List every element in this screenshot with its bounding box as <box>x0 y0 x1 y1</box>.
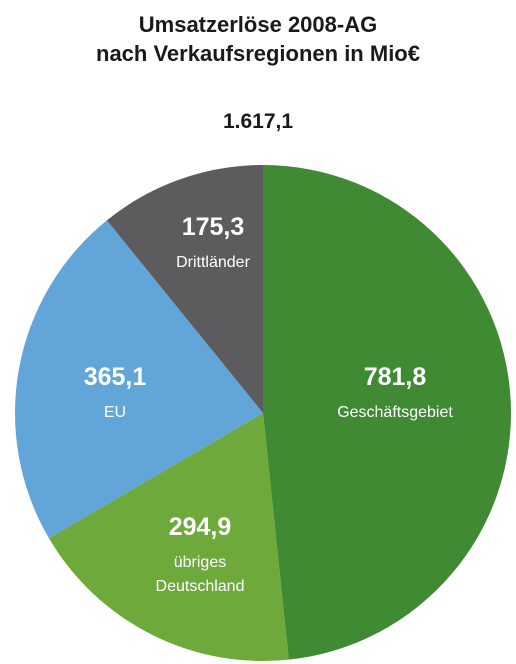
slice-value-label: 175,3 <box>182 213 245 241</box>
slice-value-label: 365,1 <box>84 363 147 391</box>
slice-value-label: 294,9 <box>169 513 232 541</box>
slice-category-label: Drittländer <box>176 254 250 271</box>
pie-slice <box>106 165 263 413</box>
chart-title: Umsatzerlöse 2008-AG <box>138 12 378 37</box>
slice-value-label: 781,8 <box>364 363 427 391</box>
slice-category-label: Geschäftsgebiet <box>337 404 453 421</box>
slice-category-label: Deutschland <box>156 578 245 595</box>
slice-category-label: EU <box>104 404 126 421</box>
chart-subtitle: nach Verkaufsregionen in Mio€ <box>96 41 420 66</box>
pie-slice <box>48 413 289 661</box>
total-value: 1.617,1 <box>222 110 294 133</box>
pie-slice <box>263 165 511 660</box>
slice-category-label: übriges <box>174 554 226 571</box>
pie-slice <box>15 220 264 539</box>
